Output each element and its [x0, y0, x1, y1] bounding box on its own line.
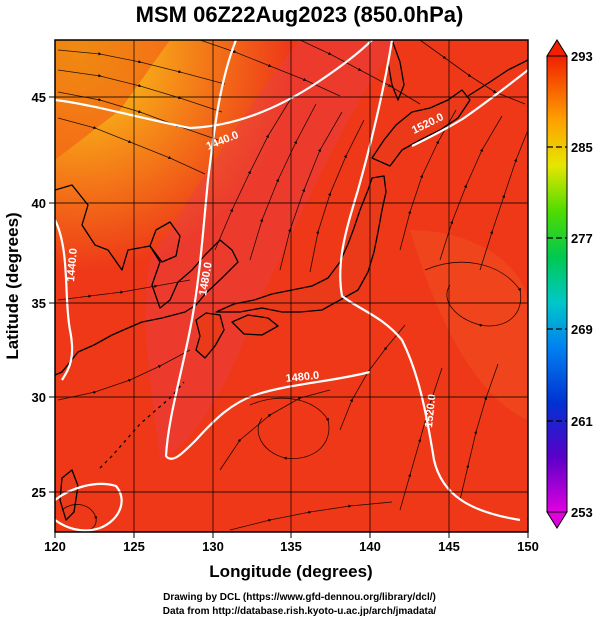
streamline [57, 49, 226, 85]
geopotential-contours [55, 40, 528, 532]
contour-1520-low [55, 482, 123, 532]
coastline [55, 40, 528, 521]
y-tick-label: 30 [32, 390, 46, 405]
warm-east [410, 230, 528, 420]
coast-hokkaido [371, 89, 471, 167]
coast-korea [149, 221, 181, 263]
contour-label: 1480.0 [285, 370, 320, 385]
streamline [309, 119, 365, 273]
streamline [419, 40, 526, 105]
x-axis-label: Longitude (degrees) [209, 562, 372, 581]
colorbar-bottom-arrow [546, 511, 568, 529]
streamline [57, 279, 191, 301]
contour-label: 1520.0 [423, 394, 438, 429]
colorbar-label: 269 [571, 322, 593, 337]
streamline [199, 40, 341, 97]
colorbar-ramp [546, 55, 568, 513]
streamlines [57, 40, 528, 532]
colorbar-label: 285 [571, 140, 593, 155]
coast-ryukyu [99, 381, 185, 469]
y-tick-label: 35 [32, 296, 46, 311]
coast-shikoku [231, 314, 279, 336]
streamline [279, 111, 343, 271]
colorbar-label: 293 [571, 49, 593, 64]
colorbar-top-arrow [546, 39, 568, 57]
y-tick-label: 25 [32, 485, 46, 500]
graticule [55, 40, 528, 532]
streamline [399, 367, 443, 511]
x-axis: 120 125 130 135 140 145 150 Longitude (d… [44, 532, 539, 581]
drawing-credit: Drawing by DCL (https://www.gfd-dennou.o… [163, 592, 436, 603]
y-axis-label: Latitude (degrees) [3, 212, 22, 359]
streamline [229, 501, 393, 531]
streamline [57, 69, 223, 113]
y-tick-label: 45 [32, 90, 46, 105]
colorbar-label: 277 [571, 231, 593, 246]
contour-label: 1440.0 [65, 248, 80, 283]
streamline [219, 389, 331, 471]
y-tick-label: 40 [32, 196, 46, 211]
y-axis: 25 30 35 40 45 Latitude (degrees) [3, 90, 55, 500]
streamline [249, 103, 317, 261]
x-tick-label: 140 [359, 539, 381, 554]
colorbar-label: 261 [571, 414, 593, 429]
streamline [299, 40, 421, 105]
x-tick-label: 125 [123, 539, 145, 554]
coast-kyushu [195, 312, 225, 359]
figure-title: MSM 06Z22Aug2023 (850.0hPa) [135, 2, 464, 27]
contour-1480-east [339, 40, 521, 522]
x-tick-label: 145 [438, 539, 460, 554]
streamline [439, 115, 503, 261]
colorbar-label: 253 [571, 505, 593, 520]
coast-taiwan [59, 469, 79, 521]
coast-honshu [215, 175, 387, 313]
contour-1520-ne [411, 69, 528, 147]
streamline [459, 363, 499, 501]
colorbar: 293 285 277 269 261 253 [546, 39, 593, 529]
contour-1480-ridge [164, 40, 371, 460]
map-plot-area: 1440.0 1440.0 1480.0 1480.0 1520.0 1520.… [55, 40, 528, 532]
streamline [479, 129, 528, 271]
contour-1440-west [55, 219, 74, 381]
x-tick-label: 150 [517, 539, 539, 554]
cool-ridge [145, 40, 400, 460]
streamline [214, 99, 291, 251]
x-tick-label: 120 [44, 539, 66, 554]
x-tick-label: 135 [280, 539, 302, 554]
x-tick-label: 130 [202, 539, 224, 554]
streamline [424, 261, 522, 327]
streamline [399, 109, 457, 251]
contour-label: 1480.0 [197, 261, 215, 296]
data-credit: Data from http://database.rish.kyoto-u.a… [162, 606, 437, 617]
coast-asia [55, 184, 239, 376]
streamline [57, 349, 191, 401]
contour-1440-north [55, 40, 373, 130]
streamline [57, 117, 206, 175]
